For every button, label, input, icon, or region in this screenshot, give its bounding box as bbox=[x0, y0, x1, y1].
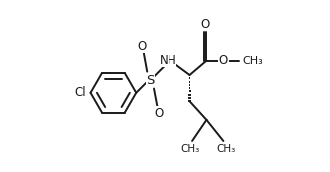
Text: N: N bbox=[160, 54, 168, 67]
Text: O: O bbox=[154, 107, 163, 120]
Text: CH₃: CH₃ bbox=[216, 144, 236, 154]
Text: CH₃: CH₃ bbox=[180, 144, 199, 154]
Text: Cl: Cl bbox=[75, 86, 86, 99]
Text: H: H bbox=[167, 54, 175, 67]
Text: O: O bbox=[201, 18, 210, 31]
Text: CH₃: CH₃ bbox=[242, 56, 263, 66]
Text: O: O bbox=[219, 54, 228, 67]
Text: O: O bbox=[138, 40, 147, 53]
Text: S: S bbox=[147, 74, 155, 87]
